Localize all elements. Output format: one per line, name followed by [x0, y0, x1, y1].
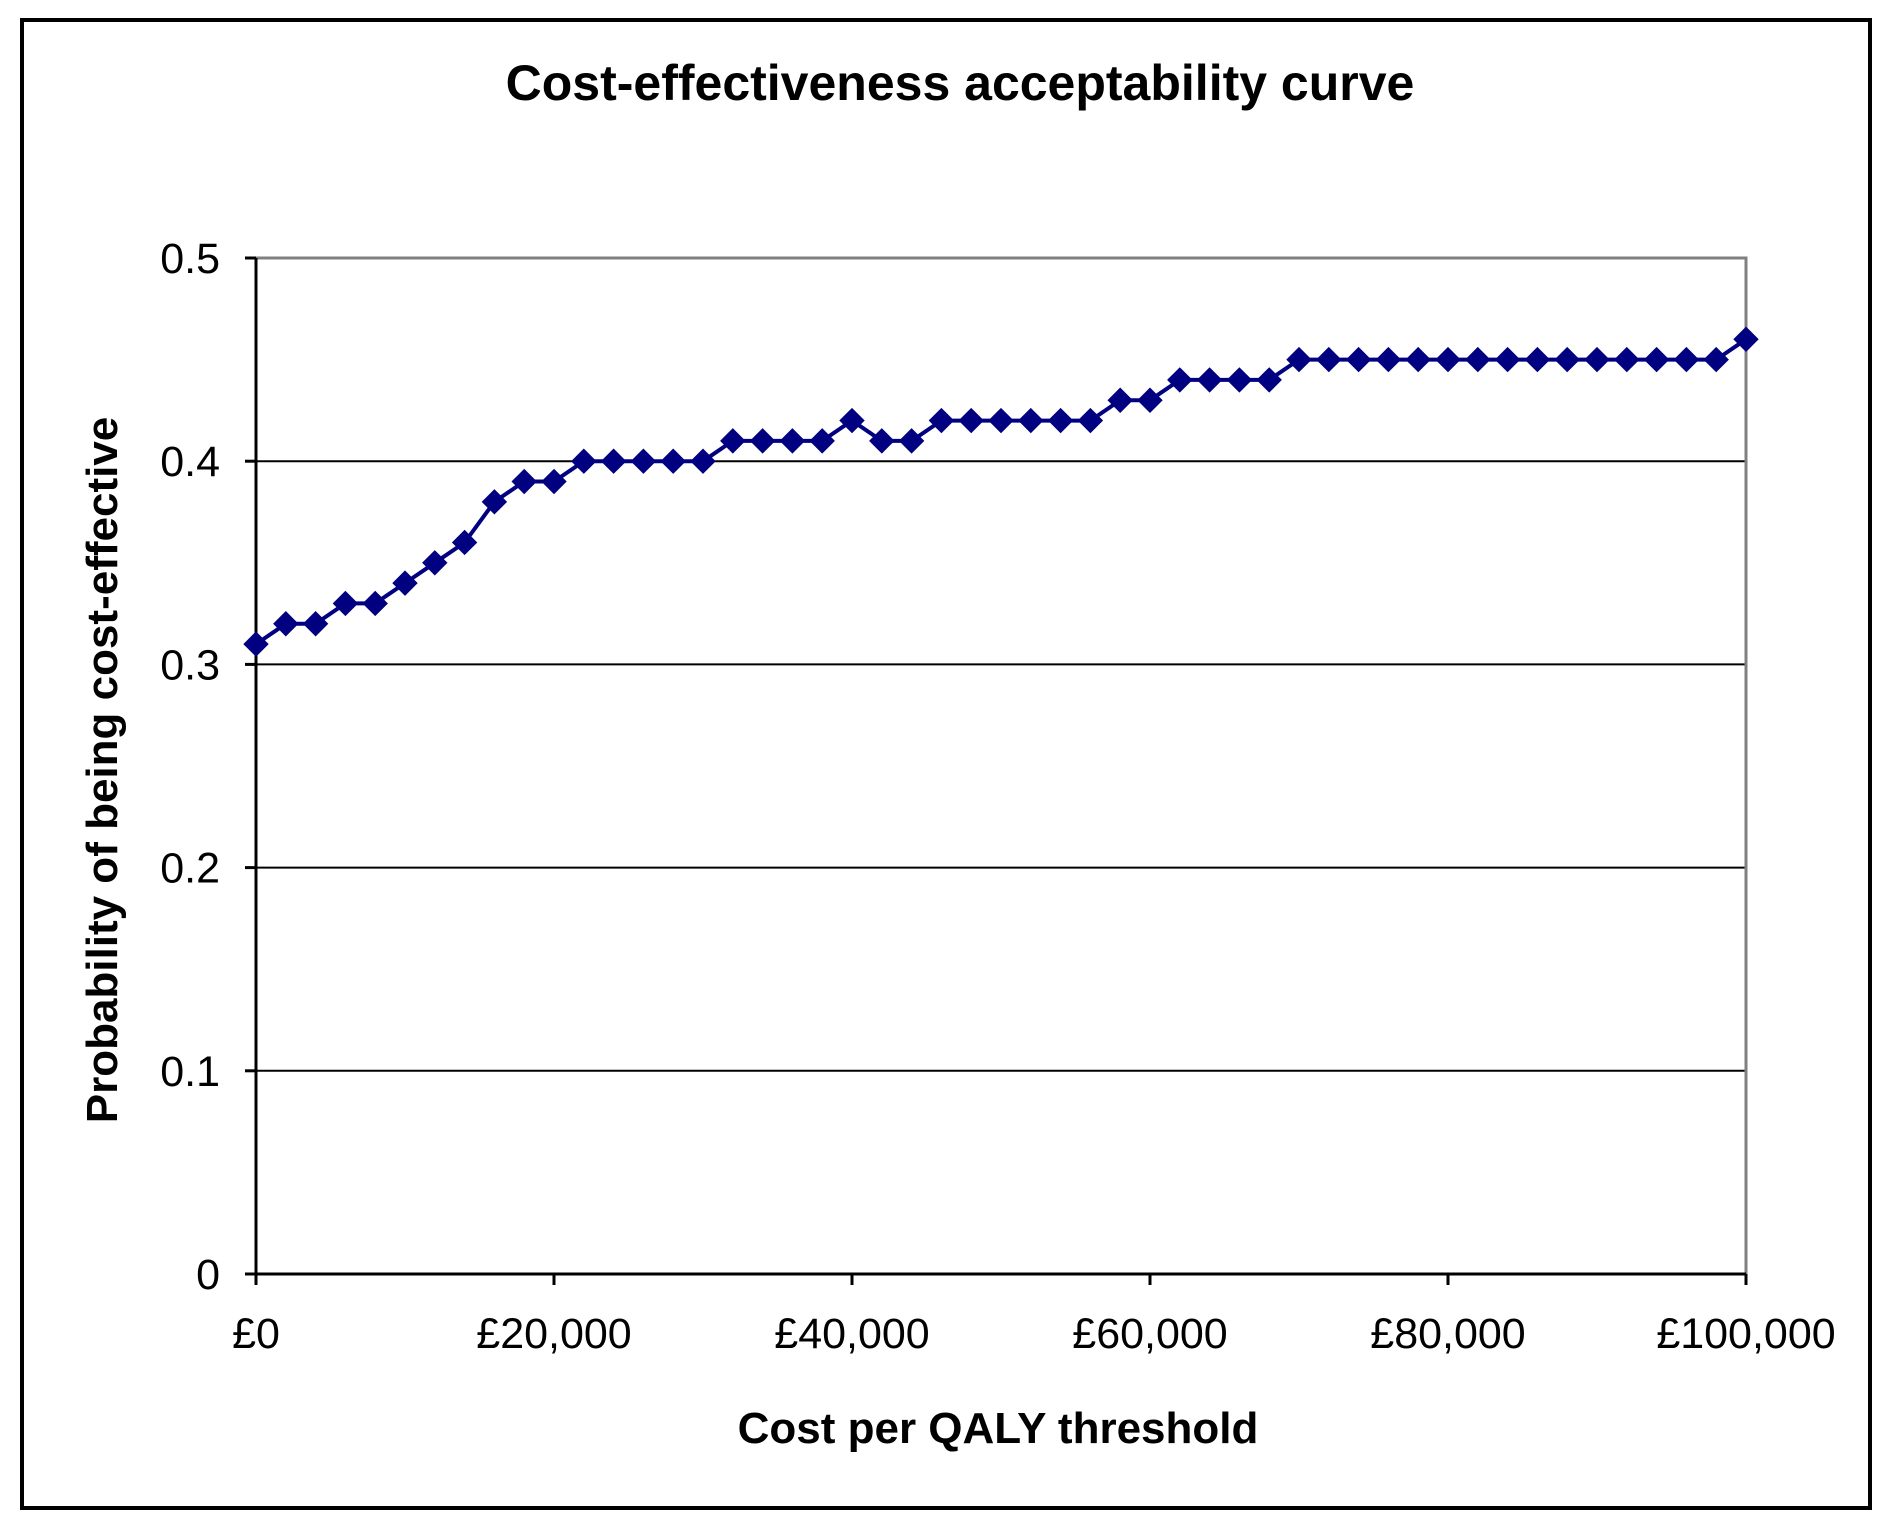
axes: [245, 256, 1748, 1285]
data-point: [1733, 326, 1759, 352]
data-point: [362, 590, 388, 617]
data-point: [898, 428, 925, 454]
data-point: [839, 407, 865, 434]
data-point: [1077, 407, 1104, 434]
x-tick-label: £100,000: [1656, 1310, 1835, 1358]
data-point: [1137, 387, 1163, 413]
data-point: [332, 590, 359, 617]
data-point: [1226, 367, 1253, 393]
data-point: [1614, 346, 1640, 373]
y-tick-label: 0.4: [160, 438, 220, 486]
data-point: [1196, 367, 1223, 393]
data-point: [1167, 367, 1193, 393]
data-point: [1584, 346, 1610, 373]
x-tick-label: £20,000: [476, 1310, 631, 1358]
data-point: [1435, 346, 1461, 373]
x-tick-label: £80,000: [1370, 1310, 1525, 1358]
data-point: [630, 448, 657, 474]
data-point: [1405, 346, 1431, 373]
data-point: [690, 448, 716, 474]
data-point: [720, 428, 746, 454]
data-point: [1494, 346, 1521, 373]
series-markers: [243, 326, 1759, 657]
data-point: [451, 529, 478, 556]
x-tick-labels: £0 £20,000 £40,000 £60,000 £80,000 £100,000: [232, 1310, 1836, 1358]
data-point: [779, 428, 806, 454]
data-point: [809, 428, 835, 454]
data-point: [1256, 367, 1282, 393]
data-point: [958, 407, 984, 434]
data-point: [749, 428, 776, 454]
data-point: [1703, 346, 1729, 373]
x-axis-title: Cost per QALY threshold: [738, 1404, 1259, 1453]
data-point: [541, 468, 567, 495]
y-tick-label: 0.1: [160, 1048, 220, 1096]
x-tick-label: £60,000: [1072, 1310, 1227, 1358]
data-point: [1107, 387, 1133, 413]
data-point: [928, 407, 955, 434]
data-point: [869, 428, 895, 454]
y-tick-label: 0.5: [160, 235, 220, 283]
x-tick-label: £0: [232, 1310, 280, 1358]
y-tick-label: 0: [196, 1251, 220, 1299]
y-tick-label: 0.2: [160, 845, 220, 893]
data-point: [243, 631, 269, 657]
data-point: [1524, 346, 1551, 373]
series-line: [254, 337, 1748, 646]
data-point: [511, 468, 537, 495]
data-point: [1554, 346, 1580, 373]
gridlines: [256, 257, 1746, 1072]
y-tick-labels: 0 0.1 0.2 0.3 0.4 0.5: [160, 235, 220, 1299]
data-point: [1345, 346, 1372, 373]
y-tick-label: 0.3: [160, 641, 220, 689]
data-point: [600, 448, 627, 474]
data-point: [1316, 346, 1342, 373]
data-point: [302, 611, 329, 637]
y-axis-title: Probability of being cost-effective: [78, 417, 127, 1124]
data-point: [988, 407, 1014, 434]
data-point: [660, 448, 686, 474]
chart-title: Cost-effectiveness acceptability curve: [506, 55, 1415, 111]
data-point: [1047, 407, 1074, 434]
data-point: [1465, 346, 1491, 373]
data-point: [1673, 346, 1700, 373]
data-point: [1018, 407, 1044, 434]
data-point: [1643, 346, 1670, 373]
data-point: [1286, 346, 1312, 373]
data-point: [1375, 346, 1402, 373]
data-point: [422, 550, 448, 576]
x-tick-label: £40,000: [774, 1310, 929, 1358]
data-point: [273, 611, 299, 637]
data-point: [571, 448, 597, 474]
data-point: [481, 489, 508, 515]
data-point: [392, 570, 418, 596]
chart-frame: [20, 18, 1872, 1510]
